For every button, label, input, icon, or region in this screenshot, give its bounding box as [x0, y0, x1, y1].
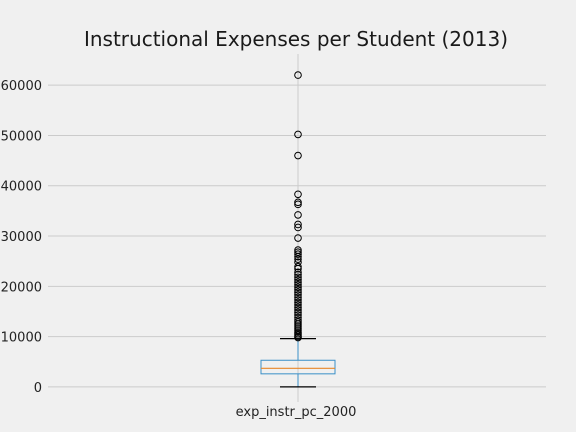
outlier-point — [294, 270, 302, 279]
outlier-point — [294, 320, 302, 328]
outlier-point — [294, 268, 302, 277]
box-layer — [260, 338, 336, 388]
outlier-point — [294, 316, 302, 324]
outlier-point — [294, 264, 302, 273]
outlier-point — [294, 151, 302, 160]
y-tick-label: 60000 — [1, 79, 42, 94]
outlier-point — [294, 223, 302, 232]
outlier-point — [294, 273, 302, 282]
outlier-point — [294, 303, 302, 312]
outlier-point — [294, 296, 302, 304]
outlier-point — [294, 130, 302, 139]
outlier-point — [294, 278, 302, 287]
outlier-point — [294, 252, 302, 261]
outlier-point — [294, 220, 302, 229]
chart-title: Instructional Expenses per Student (2013… — [84, 27, 508, 51]
outlier-point — [294, 275, 302, 284]
outlier-point — [294, 211, 302, 219]
outlier-point — [294, 190, 302, 199]
outlier-layer — [294, 71, 302, 342]
outlier-point — [294, 198, 302, 207]
outlier-point — [294, 293, 302, 302]
outlier-point — [294, 262, 302, 271]
y-axis-ticks: 0 10000 20000 30000 40000 50000 60000 — [1, 79, 42, 396]
outlier-point — [294, 255, 302, 263]
outlier-point — [294, 250, 302, 258]
outlier-point — [294, 281, 302, 289]
outlier-point — [294, 322, 302, 330]
y-tick-label: 50000 — [1, 129, 42, 144]
x-category-label: exp_instr_pc_2000 — [236, 405, 357, 420]
y-tick-label: 30000 — [1, 230, 42, 245]
outlier-point — [294, 301, 302, 309]
outlier-point — [294, 288, 302, 297]
outlier-point — [294, 308, 302, 317]
outlier-point — [294, 283, 302, 292]
y-tick-label: 20000 — [1, 280, 42, 295]
outlier-point — [294, 286, 302, 294]
outlier-point — [294, 306, 302, 314]
y-tick-label: 40000 — [1, 180, 42, 195]
y-tick-label: 10000 — [1, 331, 42, 346]
outlier-point — [294, 71, 302, 79]
outlier-point — [294, 333, 302, 342]
y-tick-label: 0 — [34, 381, 42, 396]
outlier-point — [294, 318, 302, 326]
iqr-box — [260, 359, 336, 375]
outlier-point — [294, 234, 302, 242]
outlier-point — [294, 298, 302, 307]
outlier-point — [294, 291, 302, 299]
outlier-point — [294, 200, 302, 209]
